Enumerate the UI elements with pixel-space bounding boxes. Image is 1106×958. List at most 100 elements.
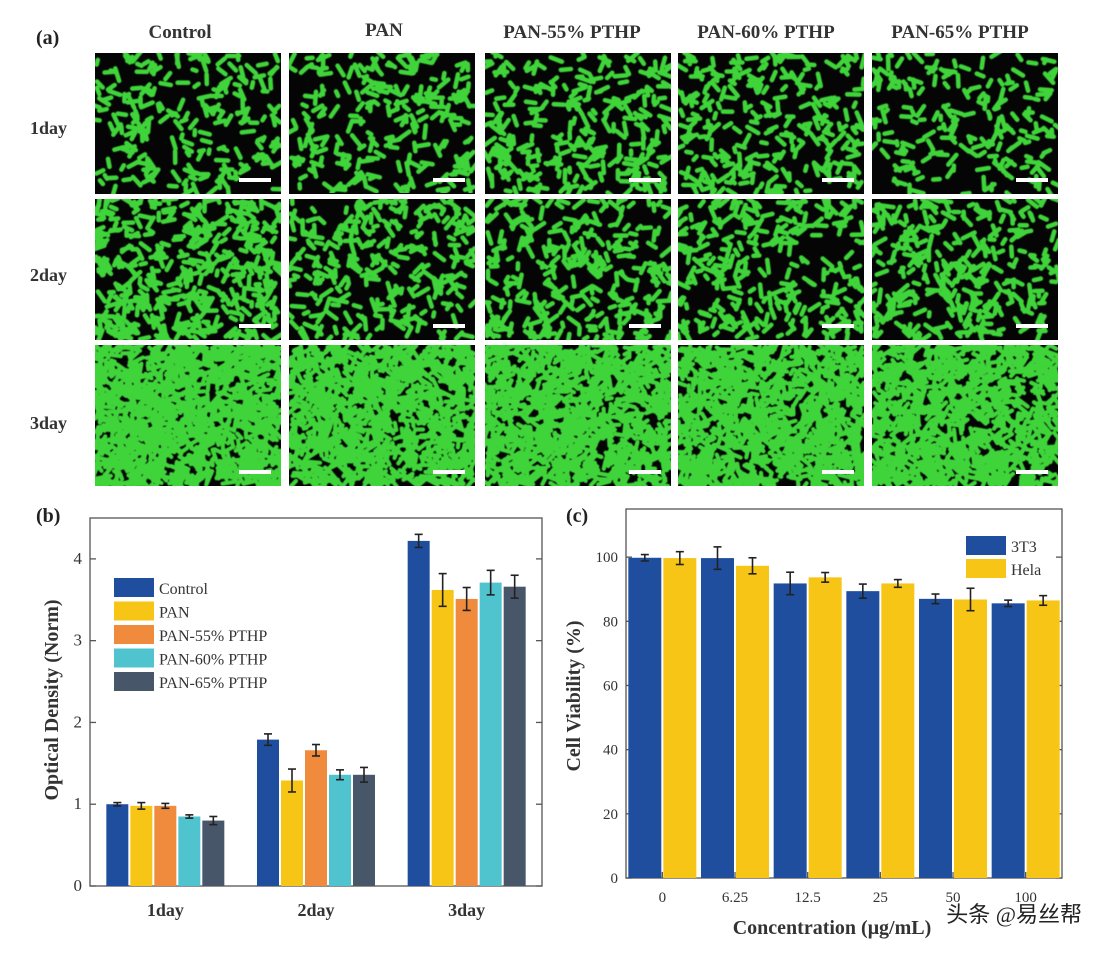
bar	[178, 816, 201, 886]
fluorescent-cells	[485, 199, 671, 340]
y-tick-label: 2	[74, 712, 83, 731]
column-label-pan-55: PAN-55% PTHP	[503, 22, 641, 43]
bar	[701, 558, 734, 878]
legend-label: 3T3	[1011, 539, 1037, 556]
scale-bar	[239, 178, 271, 182]
legend-swatch	[966, 559, 1006, 578]
y-axis-label: Optical Density (Norm)	[41, 599, 63, 800]
row-label-2day: 2day	[30, 265, 67, 285]
micrograph-tile	[872, 53, 1058, 194]
panel-a-label: (a)	[36, 27, 59, 49]
bar	[479, 582, 502, 886]
bar	[954, 599, 987, 878]
bar	[919, 598, 952, 878]
scale-bar	[1016, 324, 1048, 328]
x-axis-label: Concentration (μg/mL)	[733, 917, 932, 939]
bar	[353, 774, 375, 886]
scale-bar	[1016, 470, 1048, 474]
column-label-pan-60: PAN-60% PTHP	[697, 22, 835, 43]
column-label-pan-65: PAN-65% PTHP	[891, 22, 1029, 43]
bar	[257, 739, 279, 886]
legend-swatch	[114, 648, 154, 668]
column-label-pan: PAN	[365, 20, 403, 41]
panel-c-cell-viability-chart: (c) Cell Viability (%) Concentration (μg…	[563, 505, 1063, 939]
y-tick-label: 100	[596, 550, 619, 566]
micrograph-tile	[485, 53, 671, 194]
y-axis-label: Cell Viability (%)	[563, 620, 585, 771]
legend-label: PAN	[159, 605, 190, 622]
bar	[130, 805, 153, 886]
bar	[407, 540, 430, 886]
y-tick-label: 0	[74, 876, 83, 895]
bar	[106, 804, 129, 886]
fluorescent-cells	[289, 199, 475, 340]
scale-bar	[629, 470, 661, 474]
bar	[329, 774, 351, 886]
panel-a-microscopy-grid: (a) Control PAN PAN-55% PTHP PAN-60% PTH…	[30, 20, 1058, 486]
micrograph-tile	[95, 53, 281, 194]
scale-bar	[433, 470, 465, 474]
bar	[154, 805, 177, 886]
x-tick-label: 0	[659, 890, 667, 906]
legend-swatch	[114, 601, 154, 621]
x-tick-label: 50	[946, 890, 961, 906]
legend-label: Hela	[1011, 562, 1041, 579]
legend-label: PAN-60% PTHP	[159, 652, 267, 669]
fluorescent-cells	[485, 345, 671, 486]
fluorescent-cells	[678, 345, 864, 486]
panel-c-label: (c)	[566, 505, 588, 527]
bar	[455, 598, 478, 886]
x-tick-label: 1day	[147, 900, 184, 920]
row-label-3day: 3day	[30, 413, 67, 433]
fluorescent-cells	[95, 53, 281, 194]
bar	[881, 583, 915, 878]
micrograph-tile	[872, 345, 1058, 486]
y-tick-label: 40	[603, 743, 618, 759]
y-tick-label: 3	[74, 631, 83, 650]
bar	[281, 780, 303, 886]
micrograph-tile	[678, 199, 864, 340]
scale-bar	[822, 470, 854, 474]
bar	[991, 603, 1025, 878]
scale-bar	[629, 324, 661, 328]
row-label-1day: 1day	[30, 118, 67, 138]
fluorescent-cells	[95, 199, 281, 340]
scale-bar	[822, 178, 854, 182]
y-tick-label: 20	[603, 807, 618, 823]
micrograph-tile	[95, 199, 281, 340]
bar	[846, 591, 880, 878]
scale-bar	[433, 324, 465, 328]
scale-bar	[433, 178, 465, 182]
y-tick-label: 1	[74, 794, 83, 813]
legend: Control PAN PAN-55% PTHP PAN-60% PTHP PAN-65…	[114, 578, 267, 692]
micrograph-tile	[289, 345, 475, 486]
micrograph-tiles	[95, 53, 1058, 486]
micrograph-tile	[872, 199, 1058, 340]
fluorescent-cells	[872, 199, 1058, 340]
bar	[431, 589, 454, 886]
x-tick-label: 25	[873, 890, 888, 906]
legend-label: PAN-55% PTHP	[159, 628, 267, 645]
legend-swatch	[114, 672, 154, 691]
legend-label: Control	[159, 581, 208, 598]
bar	[202, 820, 225, 886]
bar	[305, 750, 327, 886]
panel-b-optical-density-chart: (b) Optical Density (Norm) 0 1 2 3 4 1day 2day…	[36, 505, 543, 920]
scale-bar	[1016, 178, 1048, 182]
micrograph-tile	[678, 53, 864, 194]
micrograph-tile	[289, 199, 475, 340]
fluorescent-cells	[485, 53, 671, 194]
y-tick-label: 80	[603, 614, 618, 630]
legend-swatch	[966, 536, 1006, 555]
bar	[1026, 600, 1060, 878]
fluorescent-cells	[678, 199, 864, 340]
x-tick-label: 3day	[448, 900, 485, 920]
bar	[773, 583, 807, 878]
x-tick-label: 6.25	[722, 890, 748, 906]
x-tick-label: 2day	[297, 900, 334, 920]
scale-bar	[239, 470, 271, 474]
bar	[808, 577, 842, 878]
micrograph-background	[872, 53, 1058, 194]
micrograph-tile	[678, 345, 864, 486]
scale-bar	[239, 324, 271, 328]
